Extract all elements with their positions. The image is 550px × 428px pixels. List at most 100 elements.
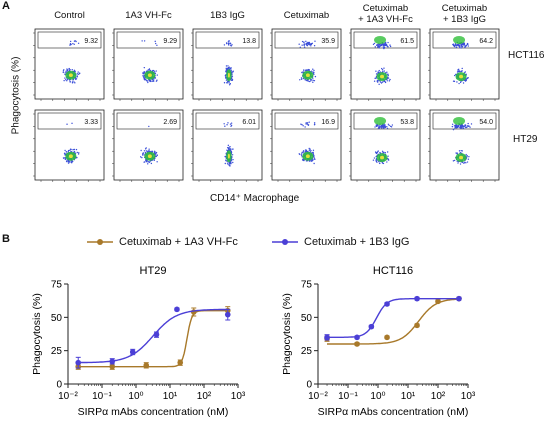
legend-marker-1b3 <box>272 239 298 245</box>
flow-event <box>62 70 65 72</box>
flow-gate <box>432 31 497 49</box>
data-point-0 <box>177 359 184 366</box>
flow-event <box>153 71 156 73</box>
flow-event <box>303 151 305 153</box>
flow-event <box>76 75 79 77</box>
flow-event <box>466 161 469 163</box>
flow-event <box>310 80 312 82</box>
x-tick-label: 10³ <box>461 391 476 402</box>
flow-event <box>144 78 147 80</box>
flow-event <box>63 79 65 82</box>
data-point-0 <box>435 298 441 305</box>
flow-event <box>301 40 304 43</box>
flow-event <box>378 83 380 86</box>
flow-event <box>461 46 463 48</box>
flow-event <box>388 80 391 82</box>
flow-event <box>147 163 149 165</box>
flow-event <box>300 154 303 156</box>
flow-event <box>459 70 461 73</box>
data-point-1 <box>153 331 160 338</box>
flow-event <box>69 81 71 83</box>
flow-event <box>375 124 377 126</box>
flow-event <box>72 160 74 163</box>
y-axis-label: Phagocytosis (%) <box>31 293 43 375</box>
flow-event <box>386 71 388 73</box>
flow-density-hot <box>305 73 310 77</box>
flow-event <box>309 148 311 150</box>
flow-plot-r1-c2: 6.01 <box>191 109 263 182</box>
flow-event <box>230 148 232 150</box>
flow-event <box>69 69 71 71</box>
flow-event <box>309 160 311 162</box>
flow-event <box>155 80 158 82</box>
flow-event <box>305 40 307 43</box>
flow-event <box>456 44 458 46</box>
flow-event <box>386 161 388 163</box>
flow-percent-label: 16.9 <box>321 119 335 126</box>
flow-event <box>225 69 227 71</box>
flow-event <box>461 150 464 152</box>
flow-event <box>302 125 304 127</box>
data-point-0 <box>414 322 420 329</box>
flow-event <box>69 44 72 46</box>
flow-event <box>227 163 229 165</box>
flow-percent-label: 64.2 <box>479 38 493 45</box>
flow-event <box>307 43 310 45</box>
flow-event <box>378 125 380 127</box>
flow-plot-frame <box>113 28 184 100</box>
flow-event <box>452 80 455 82</box>
flow-event <box>376 79 379 82</box>
flow-gate <box>353 112 418 130</box>
flow-plot-frame <box>34 28 105 100</box>
flow-event <box>460 150 462 152</box>
y-tick-label: 25 <box>301 346 313 357</box>
flow-event <box>389 125 392 128</box>
flow-event <box>461 125 463 128</box>
column-header-1: 1A3 VH-Fc <box>125 10 172 21</box>
y-tick-label: 75 <box>51 280 63 291</box>
flow-gate <box>37 31 102 49</box>
flow-event <box>64 157 66 159</box>
flow-density-hot <box>305 154 310 158</box>
flow-event <box>459 124 461 127</box>
flow-event <box>463 45 465 47</box>
flow-event <box>387 74 389 77</box>
flow-event <box>457 126 459 129</box>
flow-event <box>310 45 312 47</box>
flow-event <box>384 81 387 84</box>
flow-event <box>310 43 313 46</box>
flow-event <box>145 80 148 82</box>
legend-item-1b3: Cetuximab + 1B3 IgG <box>270 236 409 248</box>
flow-event <box>453 45 456 47</box>
flow-event <box>306 80 309 82</box>
flow-event <box>66 159 68 161</box>
flow-event <box>74 70 76 72</box>
flow-event <box>308 69 310 71</box>
series-line-0 <box>78 310 228 368</box>
flow-plot-r0-c4: 61.5 <box>349 28 421 101</box>
flow-event <box>385 43 387 45</box>
data-point-1 <box>75 359 82 366</box>
flow-event <box>386 73 389 76</box>
flow-event <box>223 44 226 46</box>
flow-event <box>383 46 386 49</box>
flow-density-hot <box>147 154 152 158</box>
flow-event <box>225 79 228 81</box>
flow-event <box>67 150 69 153</box>
flow-gated-cluster <box>374 117 387 125</box>
flow-event <box>227 122 229 124</box>
flow-density-hot <box>68 154 73 158</box>
flow-event <box>225 42 228 44</box>
flow-percent-label: 53.8 <box>400 119 414 126</box>
flow-event <box>383 67 385 69</box>
data-point-1 <box>174 306 180 313</box>
flow-event <box>227 82 229 84</box>
flow-event <box>301 124 303 126</box>
flow-percent-label: 54.0 <box>479 119 493 126</box>
flow-event <box>379 81 382 83</box>
y-tick-label: 50 <box>301 313 313 324</box>
flow-event <box>451 125 454 128</box>
flow-plot-frame <box>192 109 263 181</box>
flow-event <box>298 43 300 45</box>
flow-percent-label: 9.32 <box>84 38 98 45</box>
